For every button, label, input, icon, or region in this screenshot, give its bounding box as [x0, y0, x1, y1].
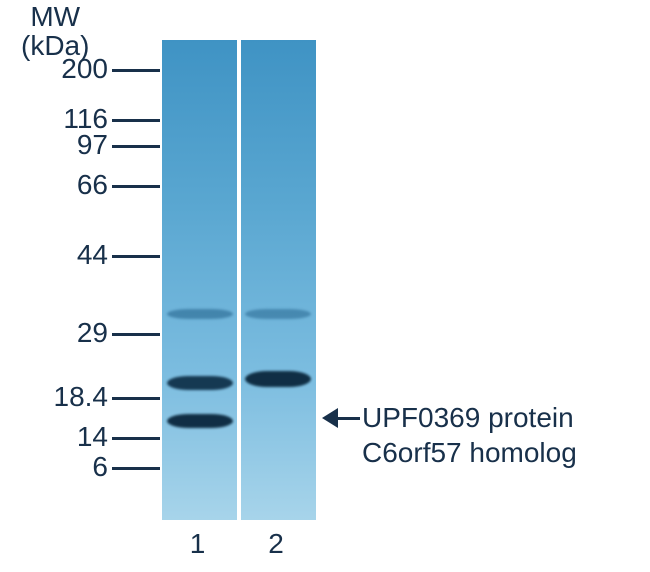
- mw-tick: [112, 119, 160, 122]
- blot-membrane: [162, 40, 316, 520]
- lane-number: 2: [268, 528, 284, 560]
- band: [167, 414, 233, 428]
- mw-label: 14: [77, 423, 108, 451]
- lane: [241, 40, 316, 520]
- annotation-line2: C6orf57 homolog: [362, 437, 577, 468]
- mw-header-line1: MW: [30, 1, 80, 32]
- mw-tick: [112, 467, 160, 470]
- band: [245, 309, 311, 319]
- mw-tick: [112, 333, 160, 336]
- annotation-label: UPF0369 protein C6orf57 homolog: [362, 400, 577, 470]
- mw-tick: [112, 69, 160, 72]
- mw-tick: [112, 185, 160, 188]
- mw-label: 44: [77, 241, 108, 269]
- band: [245, 371, 311, 387]
- mw-label: 66: [77, 171, 108, 199]
- mw-label: 18.4: [54, 383, 109, 411]
- lane-number: 1: [190, 528, 206, 560]
- mw-tick: [112, 437, 160, 440]
- mw-tick: [112, 397, 160, 400]
- band: [167, 309, 233, 319]
- mw-tick: [112, 255, 160, 258]
- annotation-line1: UPF0369 protein: [362, 402, 574, 433]
- lane: [162, 40, 237, 520]
- mw-label: 200: [61, 55, 108, 83]
- mw-header: MW (kDa): [21, 2, 89, 61]
- mw-label: 29: [77, 319, 108, 347]
- mw-tick: [112, 145, 160, 148]
- western-blot-figure: MW (kDa) 2001169766442918.4146 12 UPF036…: [0, 0, 650, 572]
- annotation-arrow-line: [336, 417, 360, 420]
- mw-label: 97: [77, 131, 108, 159]
- band: [167, 376, 233, 390]
- mw-label: 6: [92, 453, 108, 481]
